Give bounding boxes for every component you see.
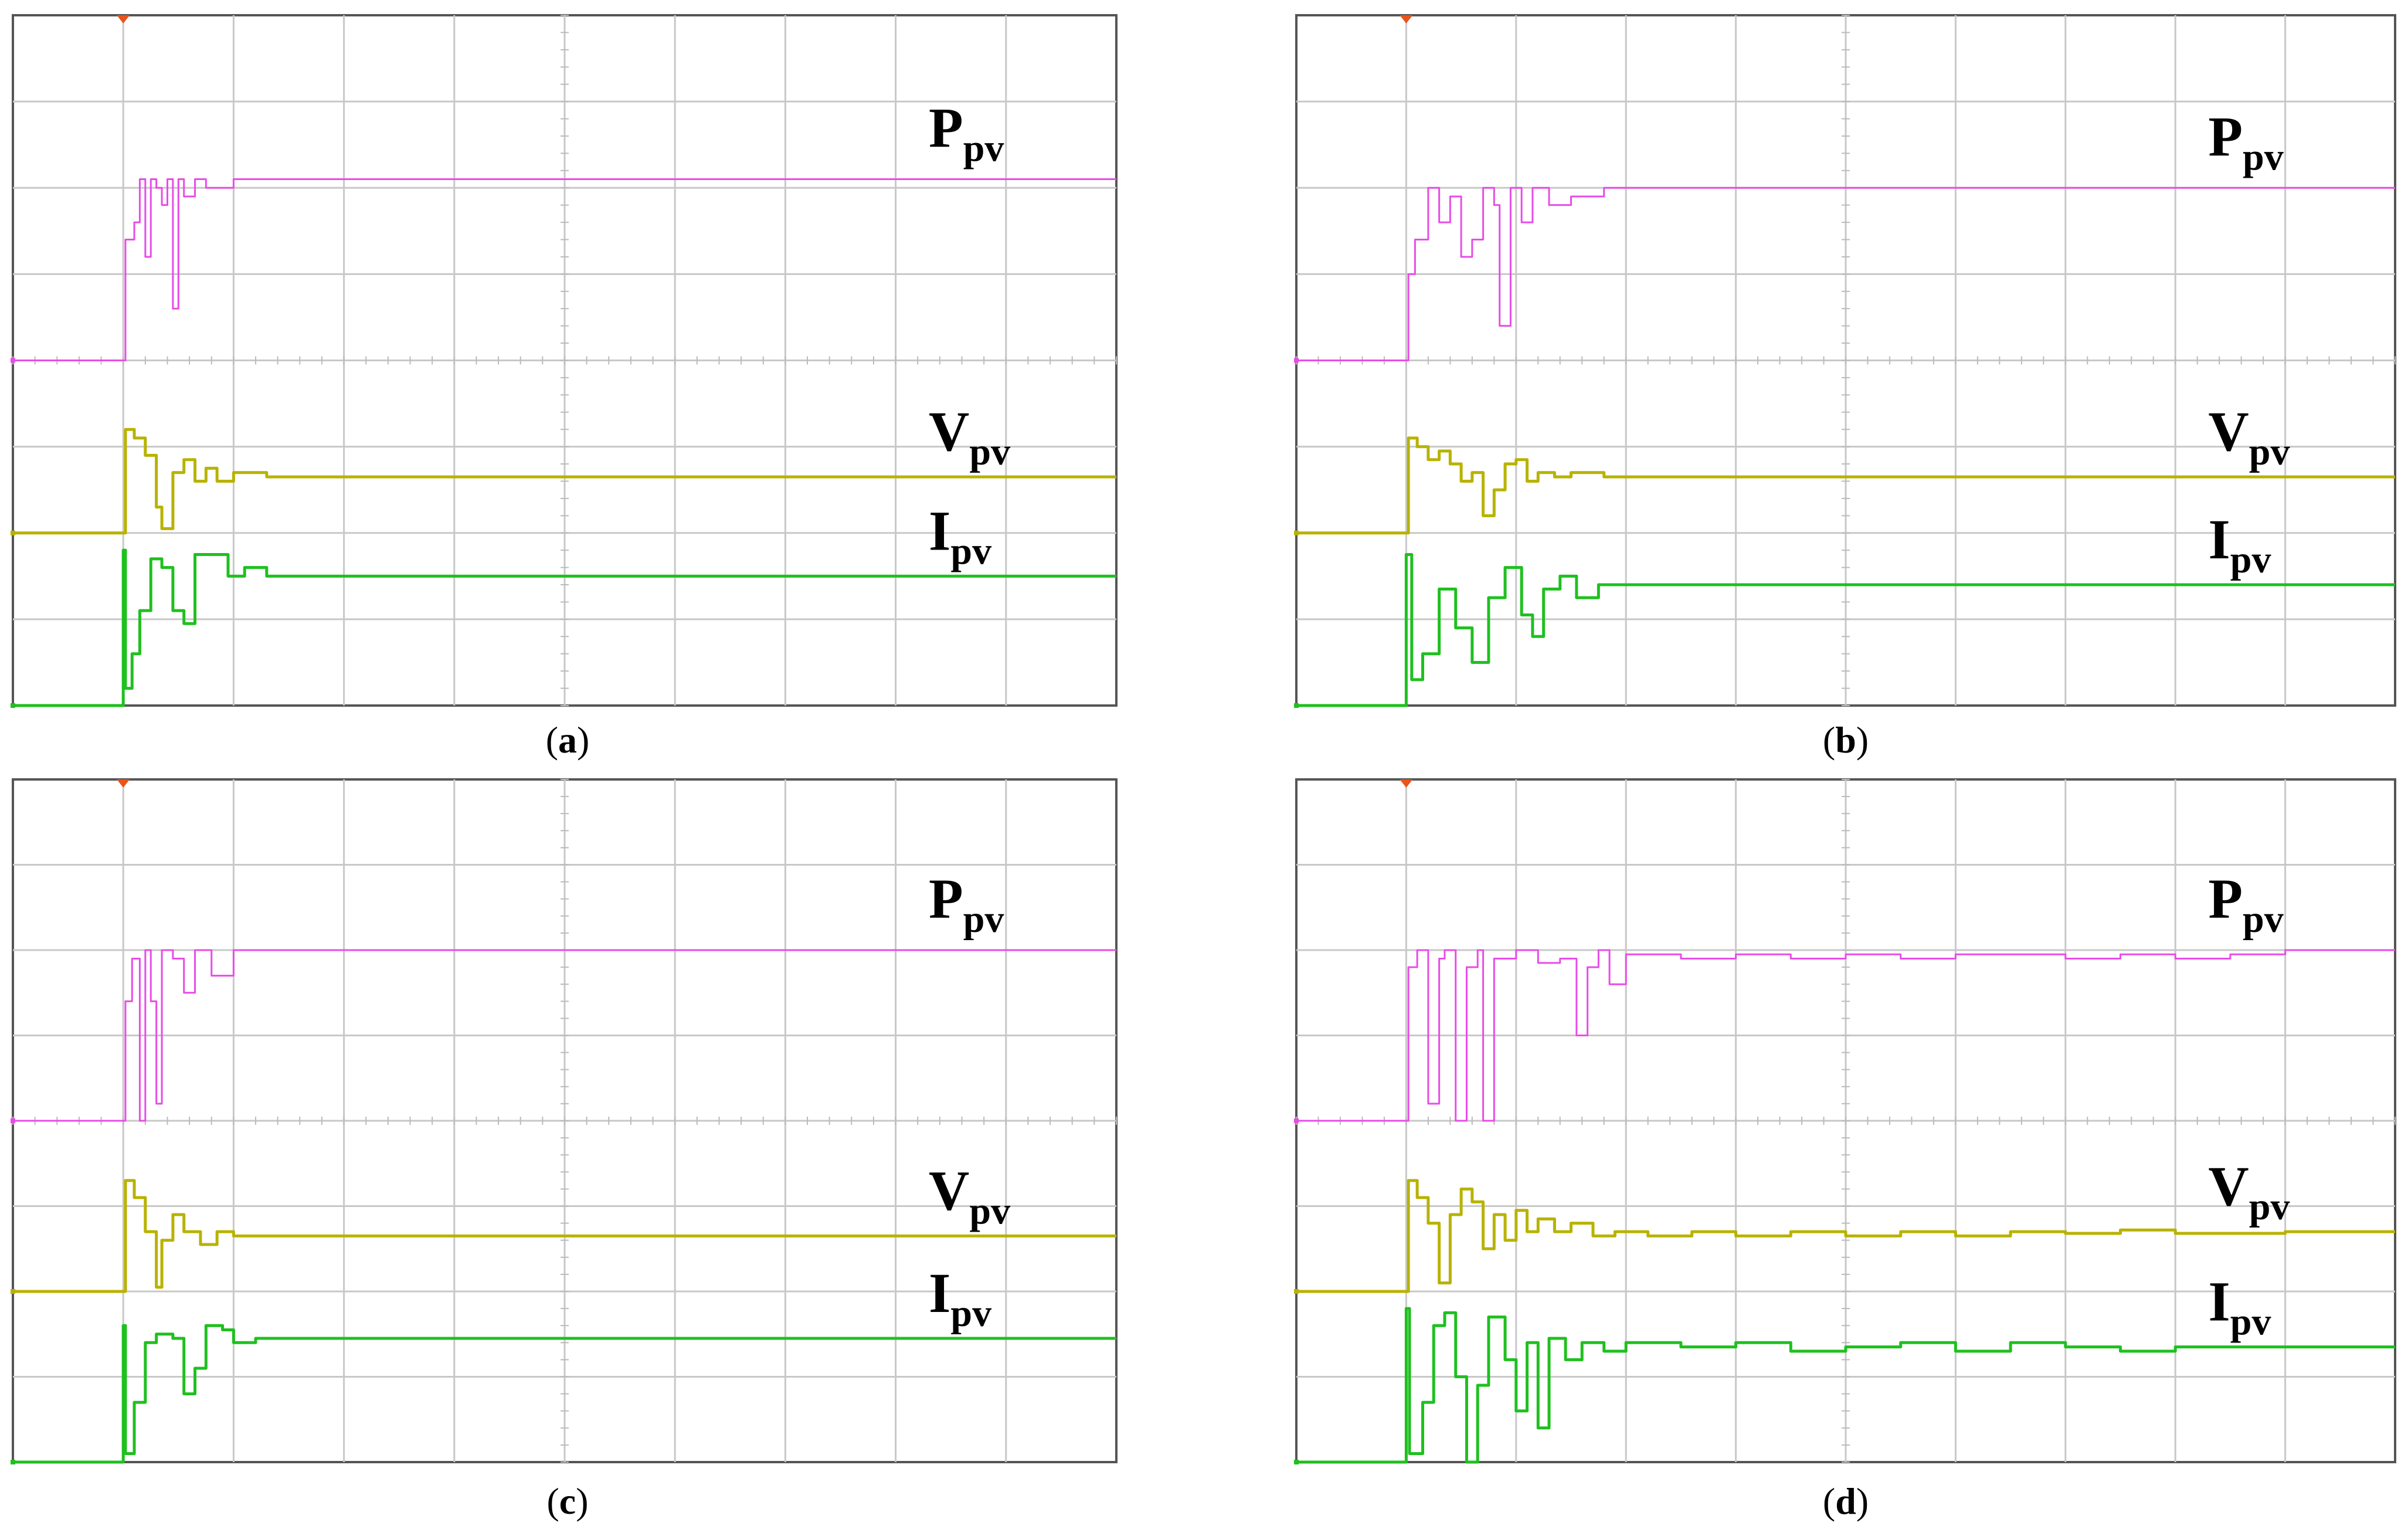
- trace-vpv: [13, 428, 1116, 535]
- caption-letter-c: c: [559, 1480, 576, 1522]
- trace-ppv: [13, 949, 1116, 1122]
- label-ipv: Ipv: [2208, 508, 2271, 581]
- ground-marker-vpv: [1294, 1289, 1299, 1294]
- label-ipv: Ipv: [2208, 1270, 2271, 1344]
- caption-a: (a): [545, 719, 590, 761]
- trace-ppv: [1296, 187, 2395, 361]
- caption-letter-a: a: [558, 719, 577, 761]
- label-ipv: Ipv: [929, 499, 991, 572]
- ground-marker-ipv: [1294, 703, 1299, 708]
- trace-ipv: [1296, 1307, 2395, 1464]
- panel-c: Ppv Vpv Ipv: [11, 777, 1119, 1464]
- trigger-marker: [1400, 15, 1413, 23]
- panel-d: Ppv Vpv Ipv: [1294, 777, 2397, 1464]
- caption-letter-b: b: [1835, 719, 1856, 761]
- ground-marker-ppv: [1294, 358, 1299, 363]
- ground-marker-ipv: [11, 703, 15, 708]
- label-vpv: Vpv: [2208, 1155, 2290, 1228]
- scope-chart-b: Ppv Vpv Ipv: [1294, 14, 2396, 708]
- trace-ipv: [1296, 553, 2395, 707]
- ground-marker-ipv: [1294, 1460, 1299, 1464]
- caption-b: (b): [1822, 719, 1869, 761]
- ground-marker-ppv: [11, 358, 15, 363]
- trace-ppv: [13, 178, 1116, 361]
- scope-chart-d: Ppv Vpv Ipv: [1294, 778, 2396, 1464]
- caption-c: (c): [546, 1480, 589, 1522]
- ground-marker-vpv: [11, 1289, 15, 1294]
- label-ppv: Ppv: [2208, 867, 2283, 941]
- caption-letter-d: d: [1835, 1480, 1856, 1522]
- trace-ipv: [13, 1324, 1116, 1464]
- label-vpv: Vpv: [929, 1159, 1010, 1232]
- label-ppv: Ppv: [2208, 105, 2283, 178]
- label-vpv: Vpv: [929, 400, 1010, 473]
- ground-marker-vpv: [11, 530, 15, 535]
- panel-a: Ppv Vpv Ipv: [11, 13, 1119, 708]
- trigger-marker: [117, 779, 130, 788]
- scope-chart-a: Ppv Vpv Ipv: [11, 14, 1118, 708]
- trigger-marker: [1400, 779, 1413, 788]
- label-ppv: Ppv: [929, 97, 1004, 170]
- trace-ipv: [13, 548, 1116, 707]
- trace-vpv: [1296, 1179, 2395, 1293]
- label-vpv: Vpv: [2208, 400, 2290, 473]
- scope-chart-c: Ppv Vpv Ipv: [11, 778, 1118, 1464]
- panel-b: Ppv Vpv Ipv: [1294, 13, 2397, 708]
- trigger-marker: [117, 15, 130, 23]
- grid: [1296, 15, 2396, 706]
- trace-vpv: [13, 1179, 1116, 1293]
- ground-marker-vpv: [1294, 530, 1299, 535]
- label-ipv: Ipv: [929, 1262, 991, 1335]
- ground-marker-ppv: [11, 1118, 15, 1123]
- label-ppv: Ppv: [929, 867, 1004, 941]
- trace-vpv: [1296, 436, 2395, 535]
- ground-marker-ppv: [1294, 1118, 1299, 1123]
- caption-d: (d): [1822, 1480, 1869, 1522]
- ground-marker-ipv: [11, 1460, 15, 1464]
- trace-ppv: [1296, 949, 2395, 1122]
